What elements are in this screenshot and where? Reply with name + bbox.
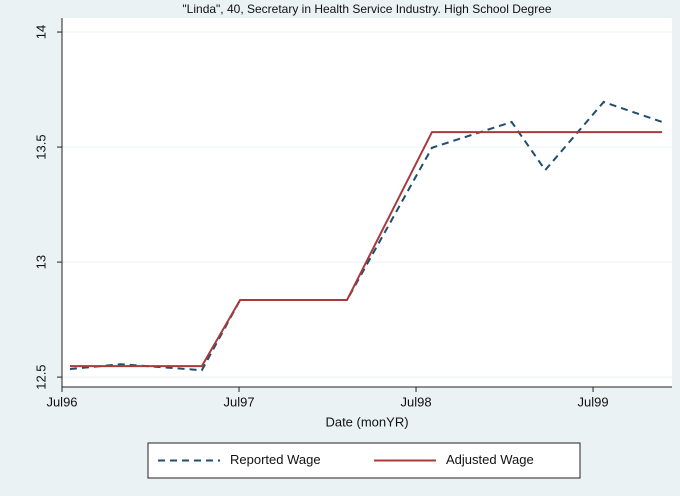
x-tick-label: Jul96 xyxy=(46,394,77,409)
legend-box xyxy=(147,442,581,479)
x-axis-label: Date (monYR) xyxy=(325,414,408,429)
legend-label: Reported Wage xyxy=(230,452,321,467)
x-tick-label: Jul99 xyxy=(578,394,609,409)
y-tick-label: 13.5 xyxy=(33,134,48,159)
y-tick-label: 13 xyxy=(33,255,48,269)
x-tick-label: Jul97 xyxy=(223,394,254,409)
y-tick-label: 14 xyxy=(33,25,48,39)
plot-area xyxy=(62,18,672,387)
line-series xyxy=(69,131,663,368)
x-tick-label: Jul98 xyxy=(400,394,431,409)
legend-label: Adjusted Wage xyxy=(446,452,534,467)
chart-title: "Linda", 40, Secretary in Health Service… xyxy=(182,2,551,16)
y-tick-label: 12.5 xyxy=(33,364,48,389)
